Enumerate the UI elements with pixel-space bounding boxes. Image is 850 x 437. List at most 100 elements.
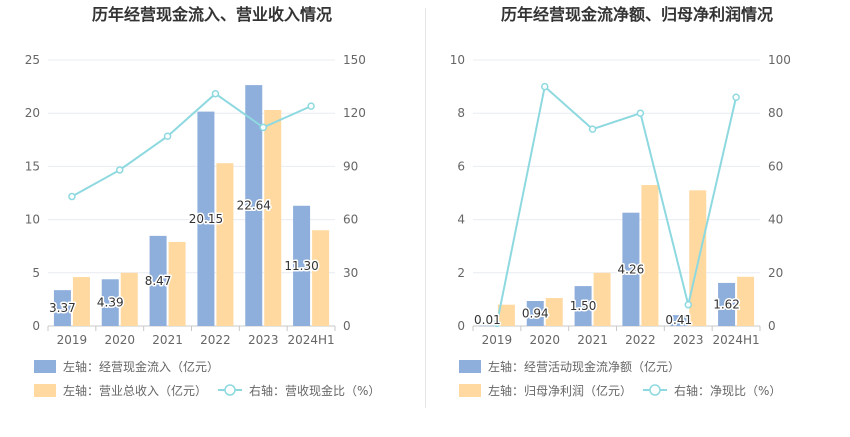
legend-label: 左轴：经营活动现金流净额（亿元） — [488, 359, 680, 374]
left-axis-tick-label: 6 — [457, 159, 465, 173]
bar-s2-2020 — [120, 272, 138, 326]
left-axis-tick-label: 10 — [450, 53, 465, 67]
x-axis-tick-label: 2024H1 — [287, 333, 334, 347]
data-label-2020: 4.39 — [97, 296, 124, 310]
bar-s1-2019 — [478, 325, 496, 327]
bar-s2-2022 — [641, 185, 659, 326]
panel-divider — [425, 8, 426, 408]
bar-s2-2021 — [168, 241, 186, 326]
bar-s1-2020 — [526, 300, 544, 326]
legend-swatch-line-marker — [224, 384, 236, 396]
legend-label: 左轴：归母净利润（亿元） — [488, 383, 632, 398]
data-label-2024H1: 11.30 — [284, 259, 318, 273]
chart-canvas: 历年经营现金流入、营业收入情况 0 5 10 15 20 25 0 30 60 90 120 150 2… — [25, 5, 381, 398]
bar-s1-2019 — [53, 290, 71, 326]
right-axis-tick-label: 80 — [768, 106, 783, 120]
left-axis-tick-label: 10 — [25, 213, 40, 227]
bar-s2-2023 — [689, 190, 707, 326]
bar-s2-2023 — [264, 110, 282, 327]
legend-swatch-bar2 — [34, 384, 56, 397]
legend-swatch-bar1 — [34, 360, 56, 373]
line-point-2022 — [636, 109, 645, 117]
data-label-2024H1: 1.62 — [713, 297, 740, 311]
right-axis-tick-label: 60 — [343, 213, 358, 227]
line-point-2020 — [116, 166, 124, 174]
data-label-2023: 0.41 — [665, 313, 692, 327]
line-point-2020 — [541, 82, 549, 91]
line-series-ratio — [71, 92, 312, 198]
chart-title: 历年经营现金流入、营业收入情况 — [92, 5, 332, 24]
data-label-2021: 8.47 — [145, 274, 172, 288]
x-axis-tick-label: 2021 — [577, 333, 608, 347]
right-axis-tick-label: 40 — [768, 213, 783, 227]
right-axis-tick-label: 60 — [768, 159, 783, 173]
line-point-2021 — [163, 132, 172, 141]
right-axis-tick-label: 0 — [768, 319, 776, 333]
x-axis-tick-label: 2022 — [200, 333, 231, 347]
x-axis-tick-label: 2023 — [673, 333, 704, 347]
bar-s1-2023 — [245, 85, 263, 326]
bar-s1-2022 — [197, 111, 215, 326]
chart-title: 历年经营现金流净额、归母净利润情况 — [501, 5, 773, 24]
x-axis-tick-label: 2024H1 — [712, 333, 759, 347]
left-axis-tick-label: 5 — [32, 266, 40, 280]
bar-s2-2022 — [216, 163, 234, 326]
chart-canvas: 历年经营现金流净额、归母净利润情况 0246810020406080100201… — [450, 5, 791, 398]
data-label-2023: 22.64 — [237, 199, 271, 213]
x-axis-tick-label: 2019 — [57, 333, 88, 347]
x-axis-tick-label: 2021 — [152, 333, 183, 347]
bar-s2-2024H1 — [312, 230, 330, 326]
legend-label: 右轴：营收现金比（%） — [249, 383, 380, 398]
data-label-2021: 1.50 — [570, 299, 597, 313]
right-axis-tick-label: 30 — [343, 266, 358, 280]
line-point-2022 — [211, 89, 220, 98]
bar-s1-2021 — [149, 235, 167, 326]
chart-panel-cash-net-profit: 历年经营现金流净额、归母净利润情况 0 2 4 6 8 10 0 20 40 60 80 100 201… — [425, 0, 850, 437]
legend-swatch-line-marker — [649, 384, 661, 396]
left-axis-tick-label: 15 — [25, 159, 40, 173]
x-axis-tick-label: 2023 — [248, 333, 279, 347]
line-point-2023 — [259, 123, 267, 132]
left-axis-tick-label: 8 — [457, 106, 465, 120]
bar-s2-2020 — [545, 298, 563, 326]
bar-s1-2024H1 — [293, 205, 311, 326]
left-axis-tick-label: 0 — [457, 319, 465, 333]
bar-s1-2020 — [101, 279, 119, 326]
bar-s2-2024H1 — [737, 276, 755, 326]
bar-s1-2024H1 — [718, 282, 736, 326]
chart-panel-cash-inflow-revenue: 历年经营现金流入、营业收入情况 0 5 10 15 20 25 0 30 60 90 120 150 2… — [25, 5, 381, 398]
data-label-2019: 3.37 — [49, 301, 76, 315]
bar-s2-2019 — [72, 277, 90, 326]
legend-label: 右轴：净现比（%） — [674, 383, 781, 398]
left-axis-tick-label: 0 — [32, 319, 40, 333]
line-series-ratio — [495, 84, 738, 324]
left-axis-tick-label: 4 — [457, 213, 465, 227]
legend-swatch-bar1 — [459, 360, 481, 373]
line-point-2024H1 — [732, 93, 740, 101]
right-axis-tick-label: 100 — [768, 53, 791, 67]
right-axis-tick-label: 0 — [343, 319, 351, 333]
line-point-2023 — [684, 300, 692, 309]
x-axis-tick-label: 2020 — [529, 333, 560, 347]
right-axis-tick-label: 90 — [343, 159, 358, 173]
data-label-2020: 0.94 — [522, 306, 549, 320]
line-point-2024H1 — [307, 102, 315, 110]
right-axis-tick-label: 20 — [768, 266, 783, 280]
x-axis-tick-label: 2022 — [625, 333, 656, 347]
data-label-2022: 4.26 — [618, 262, 645, 276]
line-point-2019 — [68, 192, 76, 201]
bar-s2-2021 — [593, 272, 611, 326]
line-point-2019 — [493, 319, 501, 328]
left-axis-tick-label: 25 — [25, 53, 40, 67]
line-point-2021 — [588, 125, 597, 133]
left-axis-tick-label: 20 — [25, 106, 40, 120]
data-label-2019: 0.01 — [474, 313, 501, 327]
x-axis-tick-label: 2020 — [104, 333, 135, 347]
legend-swatch-bar2 — [459, 384, 481, 397]
bar-s1-2021 — [574, 286, 592, 326]
bar-s1-2022 — [622, 212, 640, 326]
legend-label: 左轴：经营现金流入（亿元） — [63, 359, 219, 374]
x-axis-tick-label: 2019 — [482, 333, 513, 347]
right-axis-tick-label: 150 — [343, 53, 366, 67]
